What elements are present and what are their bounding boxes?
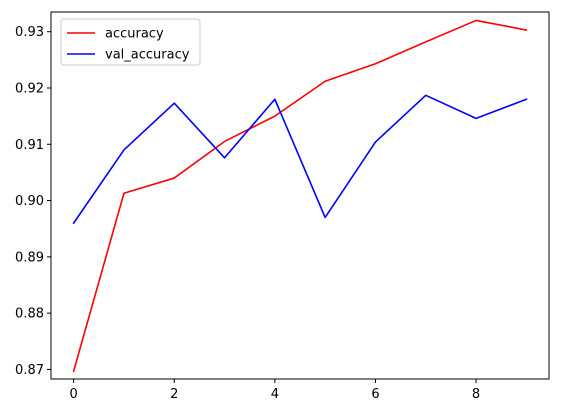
- legend-label-accuracy: accuracy: [105, 27, 164, 42]
- legend: accuracy val_accuracy: [60, 18, 201, 66]
- y-tick-label: 0.92: [15, 81, 44, 96]
- y-tick-label: 0.87: [15, 363, 44, 378]
- y-tick-label: 0.90: [15, 194, 44, 209]
- legend-label-val-accuracy: val_accuracy: [105, 48, 190, 63]
- x-tick-label: 4: [271, 387, 279, 402]
- x-tick-label: 2: [170, 387, 178, 402]
- y-tick-label: 0.93: [15, 25, 44, 40]
- series-layer: [72, 19, 528, 373]
- plot-frame: [50, 11, 550, 380]
- y-tick-label: 0.88: [15, 307, 44, 322]
- y-tick-label: 0.89: [15, 250, 44, 265]
- x-tick-label: 0: [69, 387, 77, 402]
- y-tick-label: 0.91: [15, 138, 44, 153]
- x-tick-label: 6: [371, 387, 379, 402]
- x-tick-label: 8: [472, 387, 480, 402]
- series-line-accuracy: [72, 19, 528, 373]
- x-axis: 0 2 4 6 8: [69, 379, 480, 402]
- y-axis: 0.87 0.88 0.89 0.90 0.91 0.92 0.93: [15, 25, 51, 378]
- legend-box: [60, 18, 201, 66]
- series-line-val-accuracy: [72, 94, 528, 225]
